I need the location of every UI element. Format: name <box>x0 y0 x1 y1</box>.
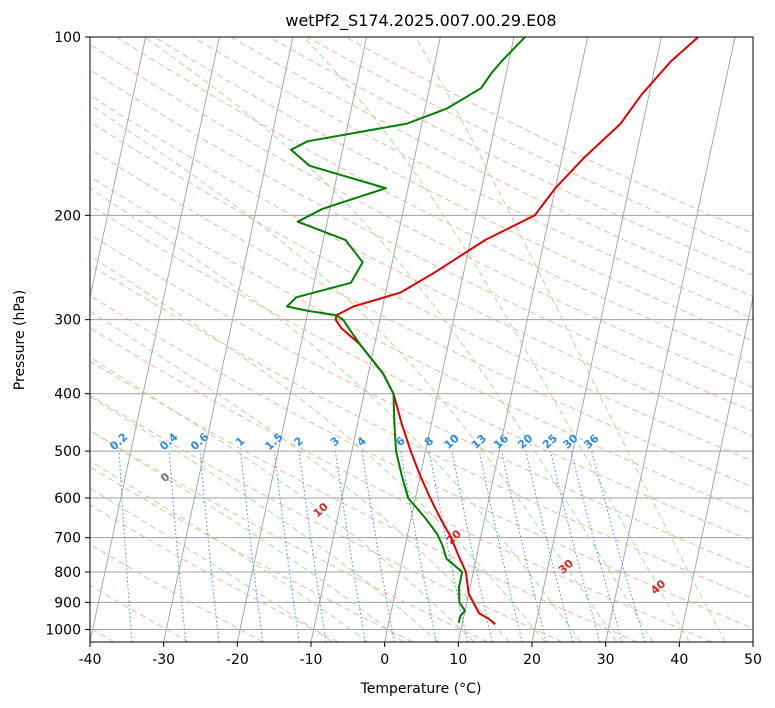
mixing-ratio-line <box>591 450 646 642</box>
isotherm-line <box>605 37 736 642</box>
moist-adiabat-line <box>415 37 727 642</box>
mixing-ratio-line <box>478 451 523 642</box>
y-tick-label: 700 <box>54 531 81 547</box>
y-tick-label: 100 <box>54 30 81 46</box>
plot-area: -100-90-80-70-60-50-40-30-20-10010203040… <box>90 37 753 642</box>
y-axis: 100 200 300 400 500 600 700 800 900 1000 <box>45 30 90 638</box>
chart-title: wetPf2_S174.2025.007.00.29.E08 <box>285 11 556 31</box>
dry-adiabat-line <box>90 504 339 642</box>
y-axis-title: Pressure (hPa) <box>12 290 28 390</box>
isotherm-line <box>90 37 147 300</box>
x-axis: -40 -30 -20 -10 0 10 20 30 40 50 <box>79 642 762 668</box>
mixing-ratio-line <box>549 450 601 642</box>
x-tick-label: 0 <box>380 652 389 668</box>
isobar-grid <box>90 37 753 630</box>
mixing-ratio-line <box>298 451 327 642</box>
dry-adiabat-line <box>154 37 753 342</box>
isotherm-line <box>90 37 220 642</box>
moist-adiabats <box>90 37 727 642</box>
dry-adiabat-line <box>90 94 753 437</box>
y-tick-label: 1000 <box>45 622 81 638</box>
isotherm-line <box>678 295 753 642</box>
moist-adiabat-line <box>90 429 404 642</box>
moist-adiabat-line <box>90 103 618 642</box>
y-tick-label: 900 <box>54 595 81 611</box>
mixing-ratio-line <box>334 451 366 642</box>
dry-adiabat-line <box>90 327 712 642</box>
x-tick-label: -10 <box>300 652 323 668</box>
mixing-ratio-line <box>570 450 623 642</box>
dry-adiabat-line <box>90 295 753 629</box>
moist-adiabat-line <box>90 255 546 642</box>
mixing-ratio-line <box>428 451 468 642</box>
mixing-ratio-line <box>240 451 264 642</box>
moist-adiabat-line <box>90 310 510 642</box>
dry-adiabats <box>90 37 753 642</box>
y-tick-label: 400 <box>54 387 81 403</box>
dry-adiabat-line <box>116 37 753 365</box>
mixing-ratio-line <box>273 451 300 642</box>
dewpoint-profile-line <box>286 37 526 624</box>
moist-adiabat-line <box>90 395 439 642</box>
mixing-ratio-line <box>400 451 437 642</box>
mixing-ratio-line <box>168 451 187 642</box>
temperature-profile-line <box>334 37 699 625</box>
moist-adiabat-line <box>90 487 333 642</box>
mixing-ratio-line <box>501 450 547 642</box>
dry-adiabat-line <box>90 148 753 488</box>
y-tick-label: 800 <box>54 565 81 581</box>
x-tick-label: 20 <box>523 652 541 668</box>
dry-adiabat-line <box>90 360 638 642</box>
moist-adiabat-line <box>90 187 582 642</box>
dry-adiabat-line <box>230 37 753 298</box>
isotherm-line <box>236 37 368 642</box>
moist-adiabat-line <box>144 37 654 642</box>
x-tick-label: -30 <box>152 652 175 668</box>
dry-adiabat-line <box>90 264 753 600</box>
mixing-ratio-line <box>525 450 574 642</box>
moist-adiabat-line <box>90 460 368 642</box>
isotherm-line <box>531 37 662 642</box>
x-tick-label: -20 <box>226 652 249 668</box>
x-tick-label: -40 <box>79 652 102 668</box>
dry-adiabat-line <box>90 121 753 462</box>
dry-adiabat-line <box>90 175 753 515</box>
isotherm-line <box>457 37 589 642</box>
plot-frame <box>89 36 754 643</box>
isotherm-line <box>163 37 294 642</box>
y-tick-label: 300 <box>54 313 81 329</box>
dry-adiabat-line <box>90 584 190 642</box>
dry-adiabat-line <box>90 204 753 542</box>
y-tick-label: 500 <box>54 444 81 460</box>
x-tick-label: 10 <box>449 652 467 668</box>
x-tick-label: 50 <box>744 652 762 668</box>
y-tick-label: 600 <box>54 491 81 507</box>
x-tick-label: 30 <box>597 652 615 668</box>
dry-adiabat-line <box>90 233 753 571</box>
x-tick-label: 40 <box>670 652 688 668</box>
dry-adiabat-line <box>90 466 414 642</box>
moist-adiabat-line <box>303 37 690 642</box>
profiles <box>286 37 699 625</box>
isotherm-line <box>384 37 515 642</box>
mixing-ratio-line <box>199 451 220 642</box>
x-axis-title: Temperature (°C) <box>360 681 482 697</box>
moist-adiabat-line <box>90 356 475 642</box>
y-tick-label: 200 <box>54 208 81 224</box>
